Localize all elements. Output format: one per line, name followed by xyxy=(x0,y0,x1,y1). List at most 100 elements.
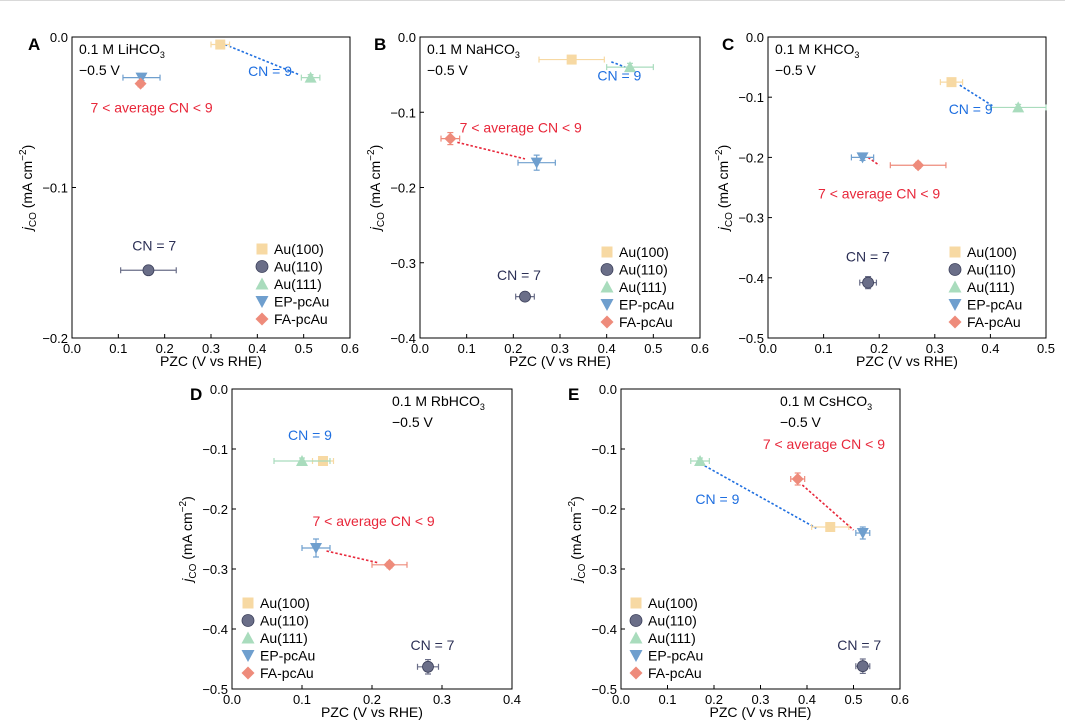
potential-label: −0.5 V xyxy=(79,62,121,78)
cn-annotation: CN = 9 xyxy=(695,491,739,507)
y-tick-label: −0.2 xyxy=(738,150,764,165)
legend-label: Au(110) xyxy=(260,613,309,629)
cn-trend-line xyxy=(867,156,880,166)
y-tick-label: −0.1 xyxy=(42,181,68,196)
y-tick-label: −0.2 xyxy=(202,502,228,517)
legend-marker xyxy=(948,280,962,293)
cn-annotation: CN = 7 xyxy=(411,637,455,653)
x-tick-label: 0.4 xyxy=(503,692,521,707)
x-axis-label: PZC (V vs RHE) xyxy=(710,704,812,720)
x-tick-label: 0.3 xyxy=(433,692,451,707)
legend-label: Au(100) xyxy=(260,595,310,611)
x-tick-label: 0.2 xyxy=(504,341,522,356)
legend-label: Au(111) xyxy=(619,279,667,295)
x-tick-label: 0.2 xyxy=(705,692,723,707)
legend-label: Au(100) xyxy=(967,244,1017,260)
legend-label: EP-pcAu xyxy=(648,648,703,664)
data-point-au110 xyxy=(856,660,869,673)
legend-marker xyxy=(242,597,254,609)
cn-annotation: 7 < average CN < 9 xyxy=(91,99,213,115)
data-point-au111 xyxy=(1012,101,1025,113)
x-tick-label: 0.4 xyxy=(598,341,616,356)
legend-marker xyxy=(255,277,269,290)
y-label-j: j xyxy=(19,226,35,232)
legend-marker xyxy=(241,666,255,680)
panel-letter: D xyxy=(190,385,202,404)
legend-marker xyxy=(948,299,962,311)
y-tick-label: 0.0 xyxy=(210,382,228,397)
legend-marker xyxy=(600,315,614,329)
chart-panel-d: 0.0 0.1 0.2 0.3 0.4 0.0 −0.1 −0.2 −0.3 −0.4 −0.5 PZ… xyxy=(178,382,521,720)
electrolyte-name: 0.1 M CsHCO xyxy=(780,393,867,409)
x-tick-label: 0.1 xyxy=(658,692,676,707)
x-tick-label: 0.2 xyxy=(156,341,174,356)
chart-panel-b: 0.0 0.1 0.2 0.3 0.4 0.5 0.6 0.0 −0.1 −0.2 −0.3 −0.4… xyxy=(366,30,709,369)
y-label-close: ) xyxy=(568,496,584,501)
x-tick-label: 0.2 xyxy=(870,341,888,356)
cn-annotation: CN = 7 xyxy=(846,249,890,265)
legend-label: EP-pcAu xyxy=(619,297,674,313)
y-label-close: ) xyxy=(19,145,35,150)
x-tick-label: 0.0 xyxy=(612,692,630,707)
cn-trend-line xyxy=(801,484,855,531)
y-label-j: j xyxy=(367,226,383,232)
cn-annotation: 7 < average CN < 9 xyxy=(763,436,885,452)
legend-marker xyxy=(241,614,255,627)
data-point-au100 xyxy=(215,39,226,50)
y-label-sub: CO xyxy=(724,212,735,227)
electrolyte-label: 0.1 M NaHCO3 xyxy=(427,41,520,60)
legend-marker xyxy=(601,246,613,258)
x-tick-label: 0.4 xyxy=(981,341,999,356)
y-axis-label: jCO (mA cm−2) xyxy=(714,145,735,233)
data-point-au111 xyxy=(624,61,636,73)
y-label-j: j xyxy=(179,578,195,584)
legend-label: EP-pcAu xyxy=(274,294,329,310)
y-label-unit: (mA cm xyxy=(568,512,584,563)
y-tick-label: −0.4 xyxy=(390,331,416,346)
data-point-au110 xyxy=(519,290,531,303)
legend-label: Au(110) xyxy=(274,259,323,275)
y-label-unit: (mA cm xyxy=(367,161,383,212)
legend-marker xyxy=(255,296,269,308)
panel-letter: B xyxy=(374,35,386,54)
legend-marker xyxy=(629,614,643,627)
data-point-fa-pcau xyxy=(912,159,925,172)
x-tick-label: 0.5 xyxy=(644,341,662,356)
y-label-close: ) xyxy=(367,145,383,150)
y-label-exp: −2 xyxy=(18,149,29,161)
y-tick-label: −0.4 xyxy=(591,622,617,637)
chart-panel-c: 0.0 0.1 0.2 0.3 0.4 0.5 0.0 −0.1 −0.2 −0.3 −0.4 −0.… xyxy=(714,30,1055,369)
panel-letter: E xyxy=(568,385,579,404)
potential-label: −0.5 V xyxy=(775,62,817,78)
y-label-j: j xyxy=(715,226,731,232)
panel-letter: C xyxy=(722,35,734,54)
y-tick-label: 0.0 xyxy=(746,30,764,45)
x-tick-label: 0.0 xyxy=(63,341,81,356)
electrolyte-sub: 3 xyxy=(854,50,859,60)
cn-trend-line xyxy=(326,550,380,564)
electrolyte-sub: 3 xyxy=(867,402,872,412)
cn-annotation: CN = 7 xyxy=(837,637,881,653)
data-point-au111 xyxy=(296,455,308,466)
data-point-ep-pcau xyxy=(856,528,869,539)
data-point-au100 xyxy=(566,54,577,65)
data-point-ep-pcau xyxy=(135,72,148,84)
cn-annotation: CN = 9 xyxy=(597,68,641,84)
cn-trend-line xyxy=(704,465,817,529)
y-label-unit: (mA cm xyxy=(19,161,35,212)
data-point-fa-pcau xyxy=(134,77,147,90)
y-tick-label: −0.3 xyxy=(202,562,228,577)
y-tick-label: −0.1 xyxy=(202,442,228,457)
x-tick-label: 0.6 xyxy=(691,341,709,356)
legend-label: Au(100) xyxy=(648,595,698,611)
data-point-au110 xyxy=(862,276,874,289)
panel-letter: A xyxy=(28,35,40,54)
cn-trend-line xyxy=(457,141,526,160)
electrolyte-name: 0.1 M RbHCO xyxy=(392,393,480,409)
legend-marker xyxy=(948,315,962,329)
potential-label: −0.5 V xyxy=(780,414,822,430)
legend-label: FA-pcAu xyxy=(648,665,702,681)
